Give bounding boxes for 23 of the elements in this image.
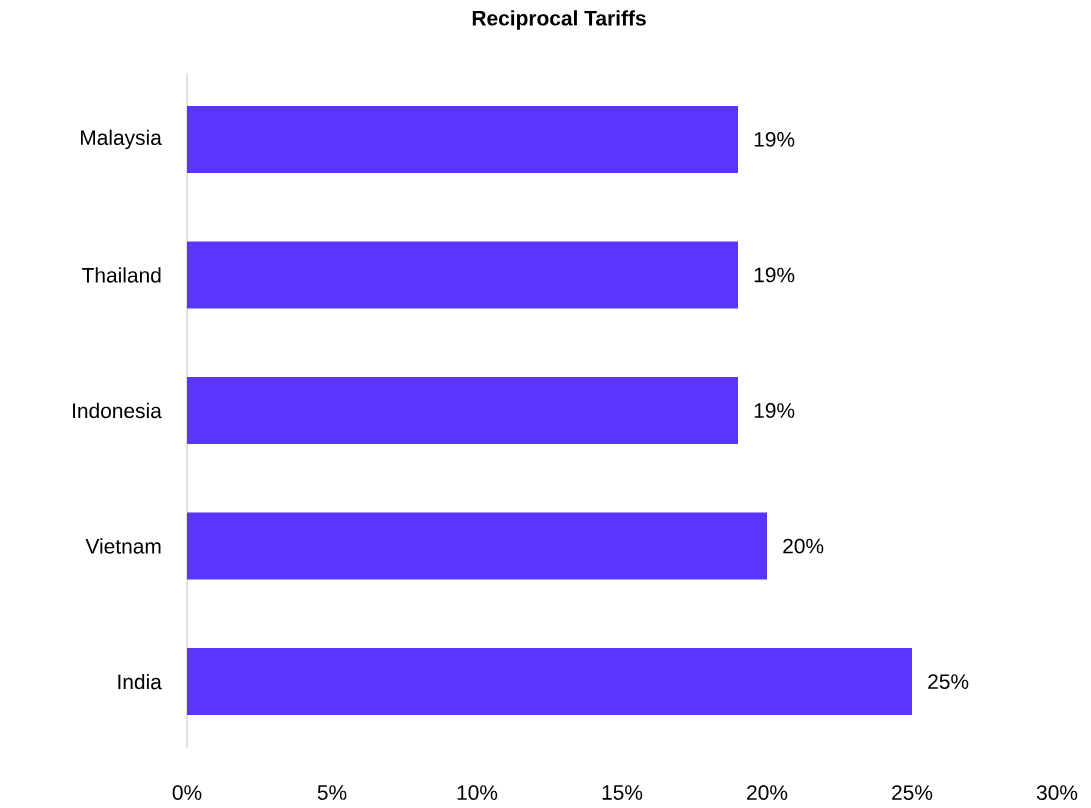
- x-tick-label: 30%: [1036, 785, 1078, 800]
- y-tick-label: India: [118, 673, 162, 690]
- data-label: 19%: [754, 403, 795, 418]
- y-tick-label: Vietnam: [85, 538, 161, 554]
- bar: [187, 105, 739, 173]
- data-label: 20%: [783, 538, 824, 554]
- bar: [187, 512, 768, 580]
- bar: [187, 241, 739, 309]
- bar: [187, 648, 913, 716]
- x-tick-label: 15%: [602, 785, 643, 800]
- data-label: 19%: [754, 132, 795, 147]
- y-tick-label: Thailand: [82, 267, 161, 283]
- data-label: 25%: [928, 674, 969, 689]
- y-tick-label: Malaysia: [81, 129, 162, 150]
- bar: [187, 376, 739, 444]
- x-tick-label: 25%: [892, 785, 933, 800]
- y-tick-label: Indonesia: [73, 402, 162, 419]
- x-tick-label: 20%: [747, 785, 788, 800]
- x-tick-label: 10%: [457, 785, 498, 800]
- x-tick-label: 5%: [317, 785, 347, 800]
- data-label: 19%: [754, 267, 795, 283]
- x-tick-label: 0%: [172, 785, 202, 800]
- chart-title: Reciprocal Tariffs: [472, 10, 646, 30]
